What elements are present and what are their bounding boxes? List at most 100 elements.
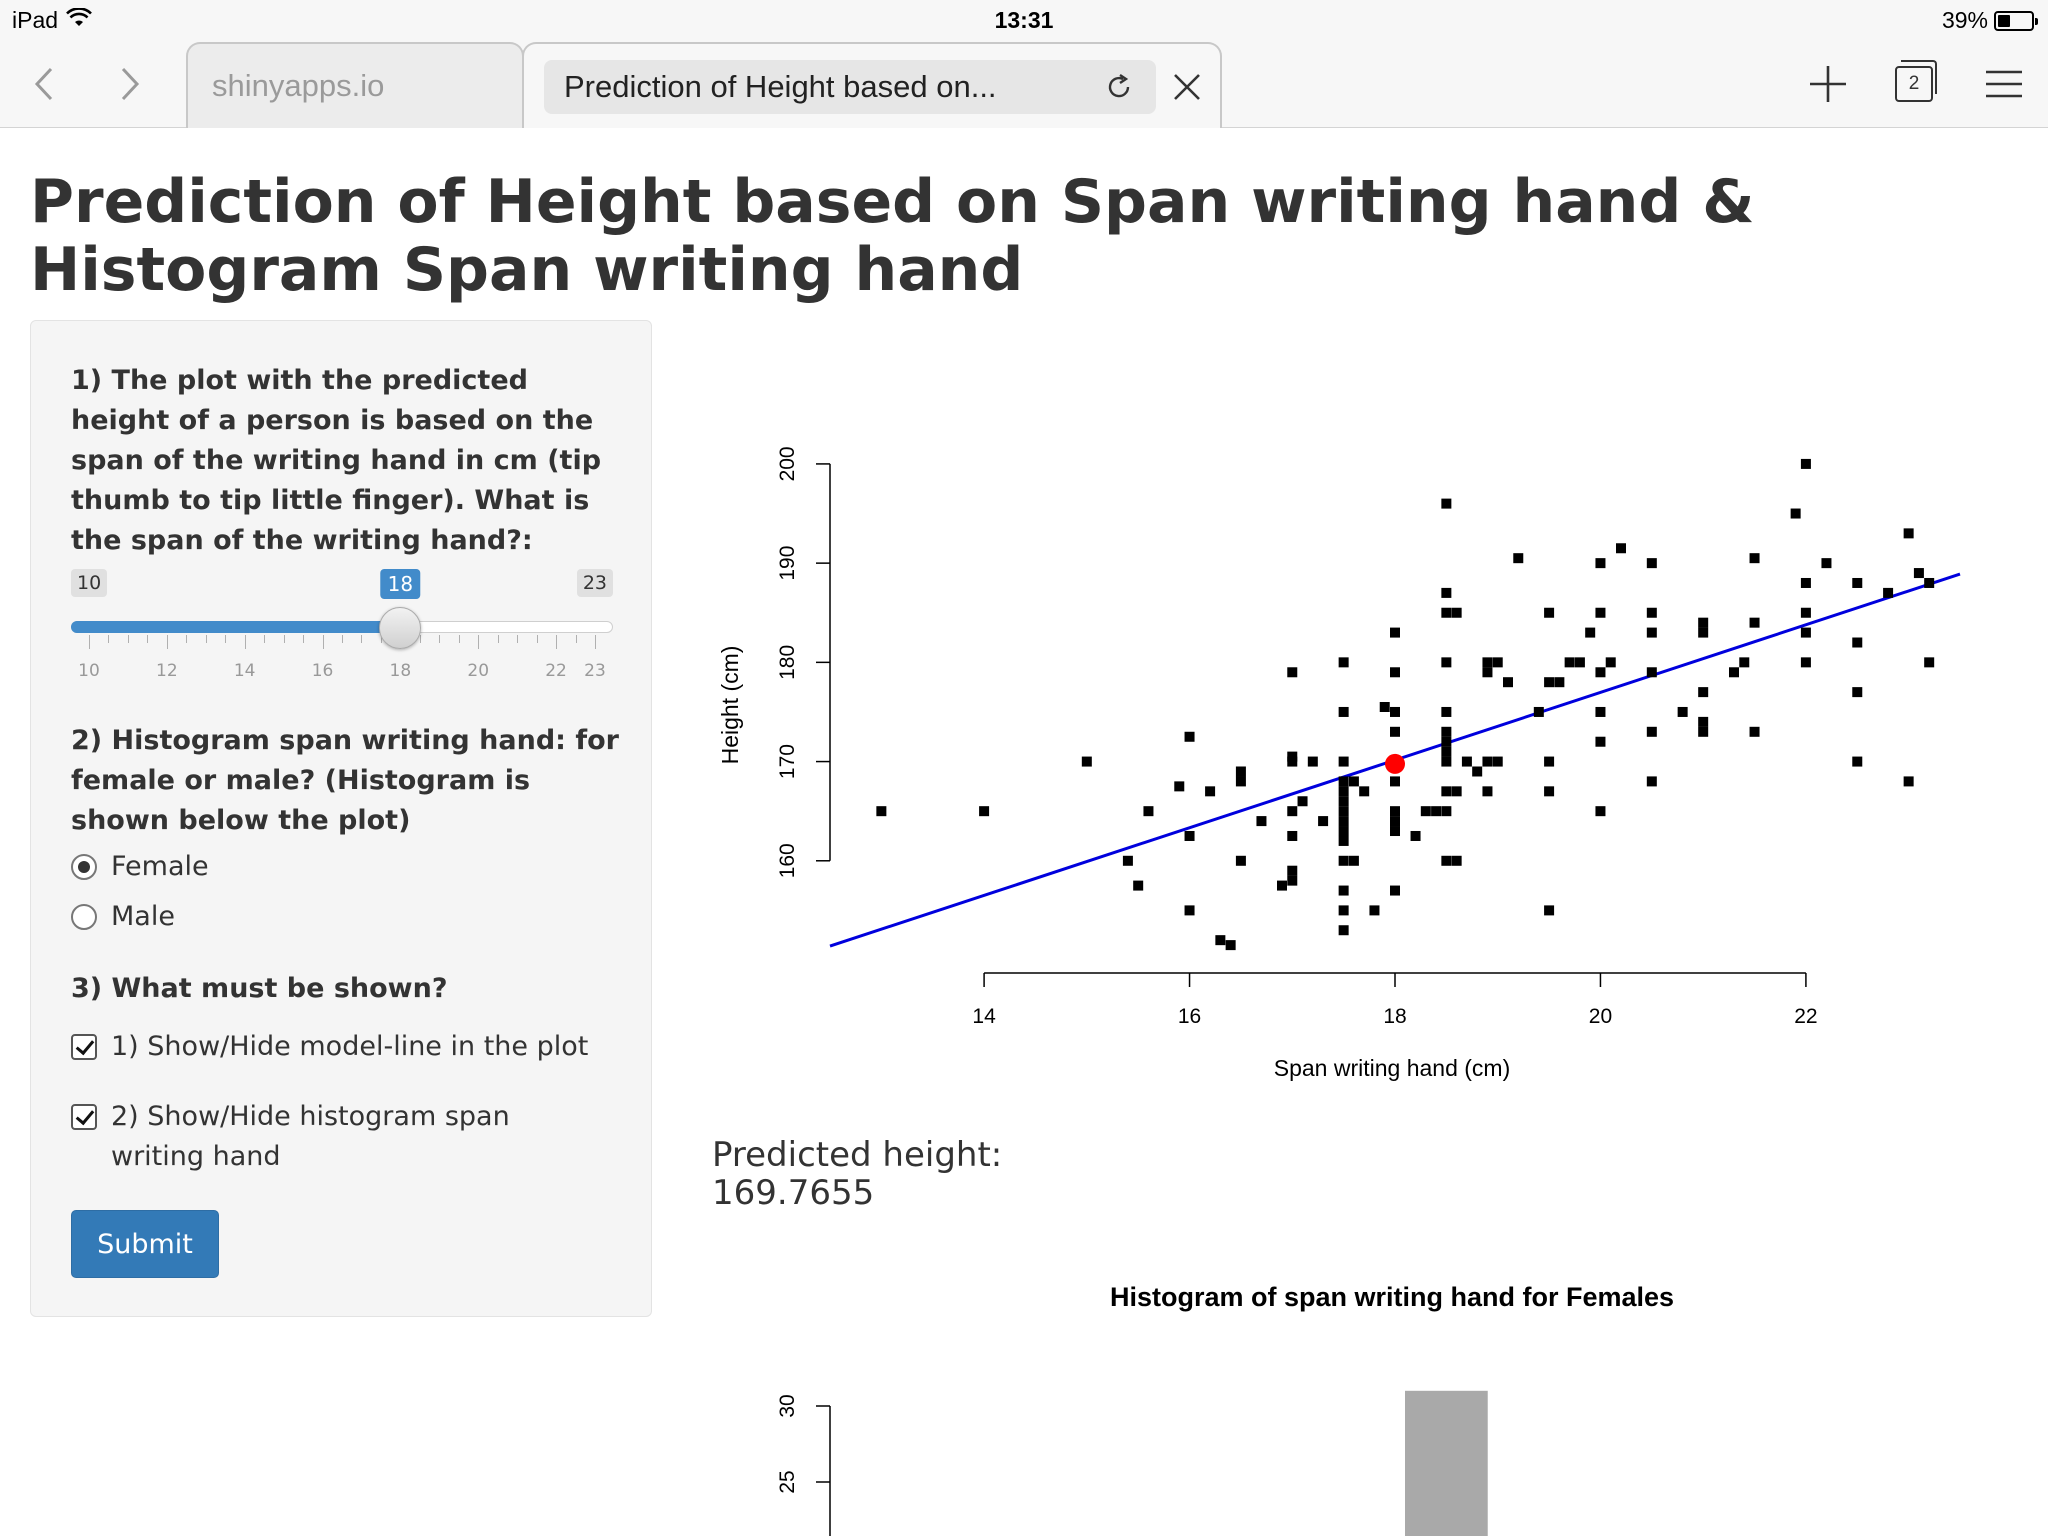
hamburger-menu-icon [1986, 70, 2022, 98]
tabs-count-icon: 2 [1895, 60, 1937, 102]
y-tick-label: 180 [776, 645, 799, 680]
checkbox-histogram-box[interactable] [71, 1104, 97, 1130]
slider-tick [303, 635, 305, 643]
checkbox-histogram-label: 2) Show/Hide histogram span writing hand [111, 1101, 510, 1172]
scatter-point [1338, 925, 1349, 936]
scatter-point [1390, 706, 1400, 717]
scatter-point [1338, 796, 1349, 807]
scatter-point [1800, 607, 1811, 618]
submit-button[interactable]: Submit [71, 1210, 219, 1278]
radio-male-button[interactable] [71, 903, 97, 930]
scatter-point [1482, 657, 1493, 668]
checkbox-histogram[interactable]: 2) Show/Hide histogram span writing hand [71, 1097, 611, 1177]
scatter-point [1318, 816, 1329, 827]
slider-tick [283, 635, 285, 643]
slider-handle[interactable] [379, 607, 422, 649]
scatter-point [1235, 776, 1246, 787]
scatter-point [1390, 826, 1400, 837]
scatter-point [1913, 568, 1924, 579]
scatter-point [1554, 677, 1565, 688]
slider-tick [478, 635, 480, 649]
scatter-point [1390, 806, 1400, 817]
scatter-point [1420, 806, 1431, 817]
checkbox-model-line-box[interactable] [71, 1034, 97, 1060]
span-slider[interactable]: 10 23 18 10 12 14 16 18 20 22 23 [71, 569, 613, 719]
scatter-point [1277, 880, 1287, 891]
slider-tick [322, 635, 324, 649]
scatter-point [1441, 607, 1452, 618]
slider-tick [595, 635, 596, 649]
slider-tick-label: 18 [389, 661, 412, 681]
back-button[interactable] [22, 62, 66, 106]
slider-tick-label: 16 [311, 661, 334, 681]
scatter-plot: 160 170 180 190 200 14 16 18 20 22 Span writing h… [717, 446, 1961, 1081]
battery-percent: 39% [1941, 7, 1988, 33]
battery-icon [1994, 10, 2038, 31]
slider-tick [264, 635, 266, 643]
checkbox-model-line[interactable]: 1) Show/Hide model-line in the plot [71, 1027, 611, 1067]
address-bar[interactable]: Prediction of Height based on... [544, 60, 1156, 114]
scatter-point [1698, 627, 1709, 638]
scatter-point [1790, 508, 1801, 519]
scatter-point [1482, 786, 1493, 797]
scatter-point [1451, 786, 1462, 797]
forward-button[interactable] [108, 62, 152, 106]
scatter-point [1646, 558, 1657, 569]
radio-male[interactable]: Male [71, 901, 175, 932]
close-tab-button[interactable] [1166, 66, 1208, 108]
x-tick-label: 22 [1794, 1005, 1817, 1028]
scatter-point [1410, 830, 1421, 841]
scatter-point [1133, 880, 1144, 891]
tab-label: shinyapps.io [212, 68, 385, 103]
scatter-point [1205, 786, 1216, 797]
scatter-point [1348, 776, 1359, 787]
scatter-point [1338, 826, 1349, 837]
reload-button[interactable] [1100, 68, 1138, 106]
scatter-point [1235, 766, 1246, 777]
y-tick-label: 190 [776, 546, 799, 581]
histogram-bar [1405, 1390, 1488, 1536]
clock: 13:31 [994, 7, 1054, 33]
scatter-point [1441, 726, 1452, 737]
menu-button[interactable] [1980, 60, 2028, 108]
scatter-point [1739, 657, 1750, 668]
status-bar: iPad 13:31 39% [0, 0, 2048, 40]
scatter-point [1646, 627, 1657, 638]
radio-female[interactable]: Female [71, 851, 209, 882]
scatter-point [1595, 806, 1606, 817]
scatter-point [1081, 756, 1092, 767]
slider-tick-label: 10 [78, 661, 100, 681]
slider-tick [517, 635, 519, 643]
tab-shinyapps[interactable]: shinyapps.io [186, 42, 524, 128]
scatter-point [1646, 776, 1657, 787]
scatter-point [1287, 751, 1298, 762]
scatter-point [1441, 806, 1452, 817]
scatter-point [1821, 558, 1832, 569]
scatter-point [1852, 577, 1863, 588]
checkbox-model-line-label: 1) Show/Hide model-line in the plot [111, 1031, 589, 1062]
scatter-point [1646, 607, 1657, 618]
scatter-point [1441, 746, 1452, 757]
tabs-button[interactable]: 2 [1890, 60, 1938, 108]
slider-tick [419, 635, 421, 643]
scatter-point [1215, 935, 1226, 946]
tab-active[interactable]: Prediction of Height based on... [522, 42, 1222, 128]
scatter-point [1616, 543, 1626, 554]
scatter-point [1605, 657, 1616, 668]
slider-tick-label: 23 [584, 661, 606, 681]
scatter-point [1338, 835, 1349, 846]
scatter-point [1287, 806, 1298, 817]
scatter-point [1698, 687, 1709, 698]
slider-tick [439, 635, 441, 643]
slider-tick [497, 635, 499, 643]
scatter-point [1800, 657, 1811, 668]
slider-tick [244, 635, 246, 649]
new-tab-button[interactable] [1804, 60, 1852, 108]
scatter-point [1441, 706, 1452, 717]
radio-female-button[interactable] [71, 853, 97, 880]
slider-tick [575, 635, 577, 643]
scatter-point [1441, 498, 1452, 509]
y-tick-label: 200 [776, 446, 799, 481]
slider-tick-label: 22 [545, 661, 567, 681]
scatter-point [1297, 796, 1308, 807]
